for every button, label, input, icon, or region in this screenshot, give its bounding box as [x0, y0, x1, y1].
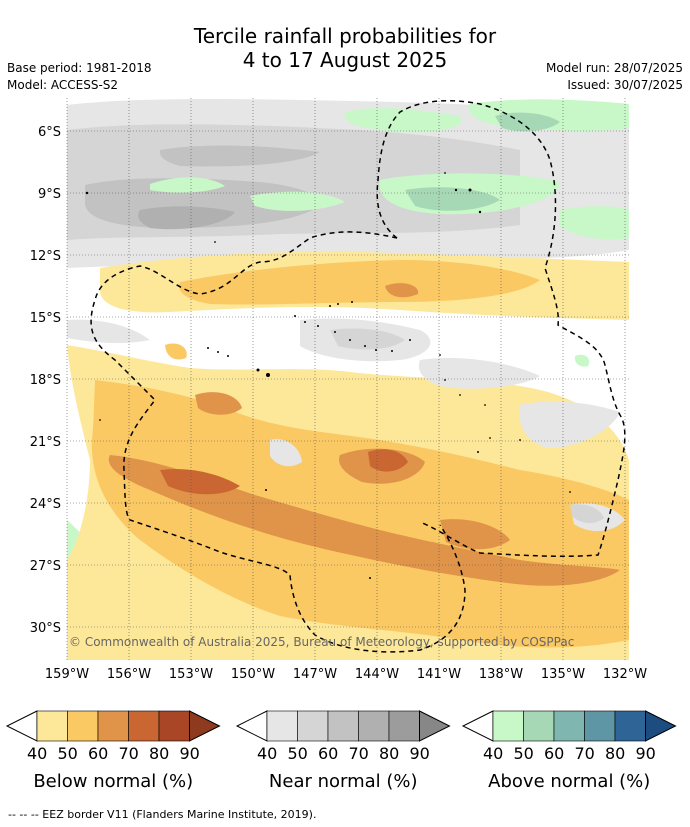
- latitude-labels: 6°S 9°S 12°S 15°S 18°S 21°S 24°S 27°S 30…: [30, 125, 61, 636]
- near-colorbar-tick-label: 70: [348, 744, 369, 763]
- below-colorbar-tick-label: 60: [88, 744, 109, 763]
- near-colorbar-tick-label: 90: [409, 744, 430, 763]
- above-colorbar-tick-label: 80: [605, 744, 626, 763]
- lat-label: 12°S: [30, 249, 61, 264]
- lon-label: 135°W: [541, 667, 585, 682]
- lat-label: 30°S: [30, 621, 61, 636]
- lon-label: 150°W: [231, 667, 275, 682]
- colorbars: [5, 710, 677, 742]
- below-colorbar-high-arrow: [189, 710, 221, 742]
- lat-label: 15°S: [30, 311, 61, 326]
- lon-label: 147°W: [293, 667, 337, 682]
- below-colorbar-segment: [36, 710, 68, 742]
- above-colorbar-tick-label: 40: [483, 744, 504, 763]
- near-colorbar-title: Near normal (%): [268, 771, 418, 792]
- base-period-text: Base period: 1981-2018: [7, 61, 152, 75]
- near-colorbar-tick-label: 80: [379, 744, 400, 763]
- near-colorbar-high-arrow: [419, 710, 451, 742]
- lon-label: 141°W: [417, 667, 461, 682]
- lon-label: 159°W: [45, 667, 89, 682]
- below-colorbar-segment: [97, 710, 129, 742]
- near-colorbar-segment: [358, 710, 390, 742]
- below-colorbar-segment: [158, 710, 190, 742]
- near-colorbar-segment: [297, 710, 329, 742]
- lat-label: 21°S: [30, 435, 61, 450]
- near-colorbar-segment: [266, 710, 298, 742]
- map-title-line1: Tercile rainfall probabilities for: [193, 24, 497, 48]
- below-colorbar-segment: [67, 710, 99, 742]
- lat-label: 6°S: [38, 125, 61, 140]
- near-colorbar-tick-label: 60: [318, 744, 339, 763]
- lon-label: 153°W: [169, 667, 213, 682]
- below-colorbar-segment: [128, 710, 160, 742]
- above-colorbar-low-arrow: [461, 710, 494, 742]
- above-colorbar-tick-label: 90: [635, 744, 656, 763]
- model-text: Model: ACCESS-S2: [7, 78, 119, 92]
- probability-field: [67, 98, 629, 660]
- lat-label: 24°S: [30, 497, 61, 512]
- map-title-line2: 4 to 17 August 2025: [242, 48, 448, 72]
- above-colorbar-tick-label: 60: [544, 744, 565, 763]
- near-colorbar-low-arrow: [235, 710, 268, 742]
- eez-borders: [90, 100, 626, 653]
- lat-label: 27°S: [30, 559, 61, 574]
- islands: [85, 172, 571, 579]
- below-colorbar-tick-label: 90: [179, 744, 200, 763]
- above-colorbar-tick-label: 70: [574, 744, 595, 763]
- eez-footer-note: -- -- -- EEZ border V11 (Flanders Marine…: [8, 808, 317, 821]
- below-colorbar-tick-label: 40: [27, 744, 48, 763]
- longitude-labels: 159°W 156°W 153°W 150°W 147°W 144°W 141°…: [45, 667, 647, 682]
- near-colorbar-segment: [327, 710, 359, 742]
- near-colorbar-segment: [388, 710, 420, 742]
- lon-label: 156°W: [107, 667, 151, 682]
- above-colorbar-segment: [492, 710, 524, 742]
- below-colorbar-tick-label: 70: [118, 744, 139, 763]
- below-colorbar-tick-label: 50: [57, 744, 78, 763]
- above-colorbar-high-arrow: [645, 710, 677, 742]
- below-colorbar-title: Below normal (%): [33, 771, 194, 792]
- graticule: [66, 98, 629, 660]
- model-run-text: Model run: 28/07/2025: [545, 61, 683, 75]
- below-colorbar-low-arrow: [5, 710, 38, 742]
- above-colorbar-title: Above normal (%): [488, 771, 651, 792]
- above-colorbar-segment: [584, 710, 616, 742]
- lon-label: 138°W: [479, 667, 523, 682]
- near-colorbar-tick-label: 40: [257, 744, 278, 763]
- below-colorbar-tick-label: 80: [149, 744, 170, 763]
- above-colorbar-tick-label: 50: [513, 744, 534, 763]
- lat-label: 9°S: [38, 187, 61, 202]
- lon-label: 144°W: [355, 667, 399, 682]
- above-colorbar-segment: [553, 710, 585, 742]
- above-colorbar-segment: [523, 710, 555, 742]
- above-colorbar-segment: [614, 710, 646, 742]
- issued-text: Issued: 30/07/2025: [567, 78, 683, 92]
- lat-label: 18°S: [30, 373, 61, 388]
- near-colorbar-tick-label: 50: [287, 744, 308, 763]
- copyright-text: © Commonwealth of Australia 2025, Bureau…: [69, 635, 574, 649]
- lon-label: 132°W: [603, 667, 647, 682]
